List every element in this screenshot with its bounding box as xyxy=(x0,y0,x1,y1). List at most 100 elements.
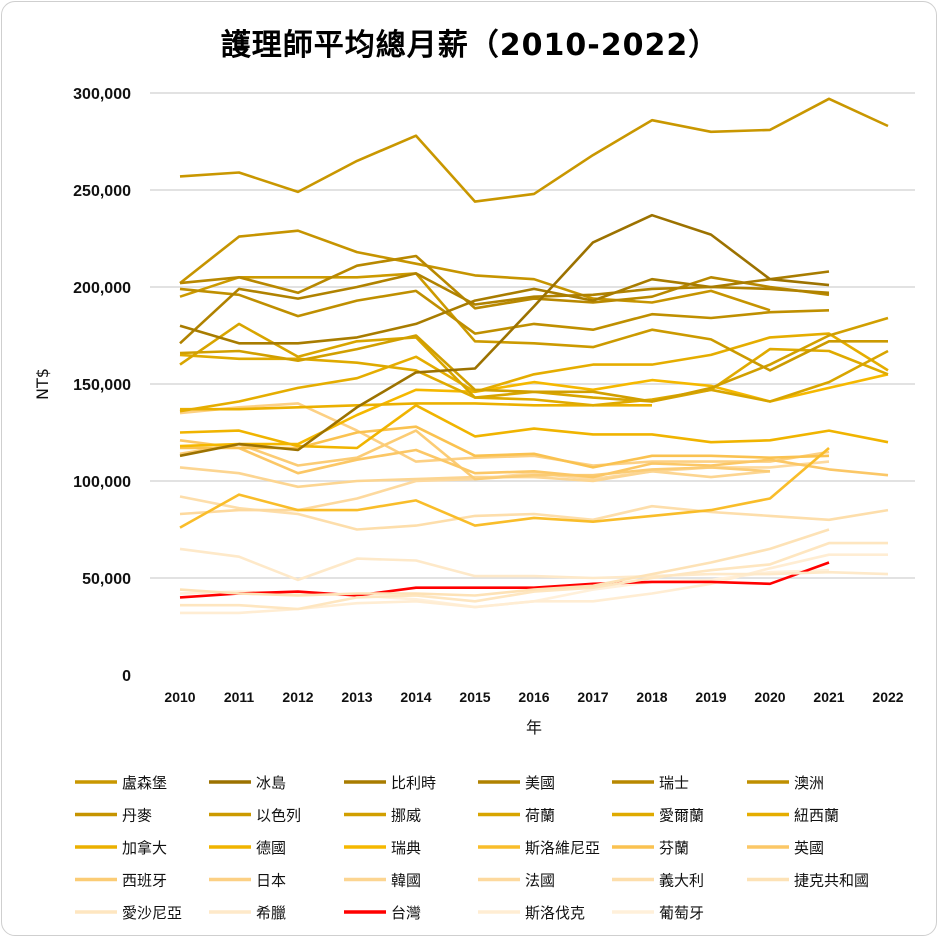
legend-label: 台灣 xyxy=(391,904,421,922)
legend-item[interactable]: 挪威 xyxy=(344,807,421,825)
legend-item[interactable]: 捷克共和國 xyxy=(747,872,869,890)
legend-label: 希臘 xyxy=(256,904,286,922)
y-tick-label: 150,000 xyxy=(73,377,131,394)
legend-label: 瑞典 xyxy=(391,839,421,857)
legend-item[interactable]: 台灣 xyxy=(344,904,421,922)
series-line-26 xyxy=(179,547,889,582)
series-line-21 xyxy=(179,466,771,489)
series-line-5 xyxy=(179,254,830,310)
legend-label: 英國 xyxy=(794,839,824,857)
legend-item[interactable]: 義大利 xyxy=(612,872,704,890)
series-line-13 xyxy=(180,402,652,411)
legend-label: 法國 xyxy=(525,872,555,890)
x-tick-label: 2016 xyxy=(518,689,549,705)
x-tick-label: 2010 xyxy=(164,689,195,705)
legend-label: 荷蘭 xyxy=(525,807,555,825)
legend-item[interactable]: 韓國 xyxy=(344,872,421,890)
chart-title: 護理師平均總月薪（2010-2022） xyxy=(220,28,720,63)
legend-item[interactable]: 斯洛維尼亞 xyxy=(478,839,600,857)
legend-label: 西班牙 xyxy=(122,872,167,890)
legend-label: 韓國 xyxy=(391,872,421,890)
legend-label: 紐西蘭 xyxy=(794,807,839,825)
legend-label: 加拿大 xyxy=(122,839,167,857)
x-tick-label: 2015 xyxy=(459,689,490,705)
series-line-7 xyxy=(179,229,771,312)
legend-item[interactable]: 以色列 xyxy=(209,807,301,825)
legend-item[interactable]: 加拿大 xyxy=(75,839,167,857)
legend-item[interactable]: 澳洲 xyxy=(747,774,824,792)
series-line-16 xyxy=(179,447,830,529)
x-tick-label: 2017 xyxy=(577,689,608,705)
series-line-28 xyxy=(180,553,888,615)
legend-item[interactable]: 西班牙 xyxy=(75,872,167,890)
legend-item[interactable]: 希臘 xyxy=(209,904,286,922)
y-tick-label: 50,000 xyxy=(82,571,131,588)
legend-item[interactable]: 英國 xyxy=(747,839,824,857)
legend-label: 愛沙尼亞 xyxy=(122,904,182,922)
series-line-2 xyxy=(179,213,830,458)
legend-item[interactable]: 比利時 xyxy=(344,774,436,792)
x-tick-label: 2013 xyxy=(341,689,372,705)
y-tick-label: 100,000 xyxy=(73,474,131,491)
legend-item[interactable]: 芬蘭 xyxy=(612,839,689,857)
x-tick-label: 2021 xyxy=(813,689,844,705)
legend-label: 義大利 xyxy=(659,872,704,890)
legend-label: 盧森堡 xyxy=(122,774,167,792)
legend-item[interactable]: 德國 xyxy=(209,839,286,857)
x-tick-label: 2012 xyxy=(282,689,313,705)
legend-item[interactable]: 瑞士 xyxy=(612,774,689,792)
legend-item[interactable]: 斯洛伐克 xyxy=(478,904,585,922)
legend-label: 捷克共和國 xyxy=(794,872,869,890)
legend-label: 澳洲 xyxy=(794,774,824,792)
legend-item[interactable]: 愛爾蘭 xyxy=(612,807,704,825)
legend-item[interactable]: 日本 xyxy=(209,872,286,890)
legend-item[interactable]: 葡萄牙 xyxy=(612,904,704,922)
series-line-19 xyxy=(179,429,771,481)
series-line-20 xyxy=(179,402,830,467)
legend-label: 挪威 xyxy=(391,807,421,825)
legend-label: 丹麥 xyxy=(122,807,152,825)
legend-label: 瑞士 xyxy=(659,774,689,792)
legend-label: 愛爾蘭 xyxy=(659,807,704,825)
y-axis-label: NT$ xyxy=(33,368,52,400)
x-tick-label: 2018 xyxy=(636,689,667,705)
legend-item[interactable]: 愛沙尼亞 xyxy=(75,904,182,922)
legend-item[interactable]: 瑞典 xyxy=(344,839,421,857)
series-line-4 xyxy=(179,272,830,345)
y-tick-label: 200,000 xyxy=(73,280,131,297)
series-line-24 xyxy=(179,528,830,597)
legend-label: 冰島 xyxy=(256,774,286,792)
x-axis-label: 年 xyxy=(526,718,542,737)
legend-label: 斯洛伐克 xyxy=(525,904,585,922)
legend-item[interactable]: 丹麥 xyxy=(75,807,152,825)
legend-item[interactable]: 紐西蘭 xyxy=(747,807,839,825)
legend-item[interactable]: 法國 xyxy=(478,872,555,890)
x-tick-label: 2011 xyxy=(224,689,255,705)
x-tick-label: 2022 xyxy=(872,689,903,705)
x-tick-label: 2020 xyxy=(754,689,785,705)
series-line-11 xyxy=(179,347,889,407)
x-tick-label: 2019 xyxy=(695,689,726,705)
legend-label: 日本 xyxy=(256,872,286,890)
legend-label: 芬蘭 xyxy=(659,839,689,857)
legend-label: 德國 xyxy=(256,839,286,857)
y-tick-label: 300,000 xyxy=(73,86,131,103)
series-line-27 xyxy=(179,561,830,599)
series-line-18 xyxy=(179,439,889,479)
legend-label: 美國 xyxy=(525,774,555,792)
legend-label: 葡萄牙 xyxy=(659,904,704,922)
legend-label: 以色列 xyxy=(256,807,301,825)
legend-item[interactable]: 盧森堡 xyxy=(75,774,167,792)
series-line-1 xyxy=(179,97,889,203)
legend-label: 比利時 xyxy=(391,774,436,792)
y-tick-label: 0 xyxy=(122,668,131,685)
legend-label: 斯洛維尼亞 xyxy=(525,839,600,857)
series-line-23 xyxy=(179,495,889,531)
legend-item[interactable]: 美國 xyxy=(478,774,555,792)
legend-item[interactable]: 冰島 xyxy=(209,774,286,792)
series-line-6 xyxy=(179,287,830,335)
legend-item[interactable]: 荷蘭 xyxy=(478,807,555,825)
series-line-14 xyxy=(179,404,889,450)
